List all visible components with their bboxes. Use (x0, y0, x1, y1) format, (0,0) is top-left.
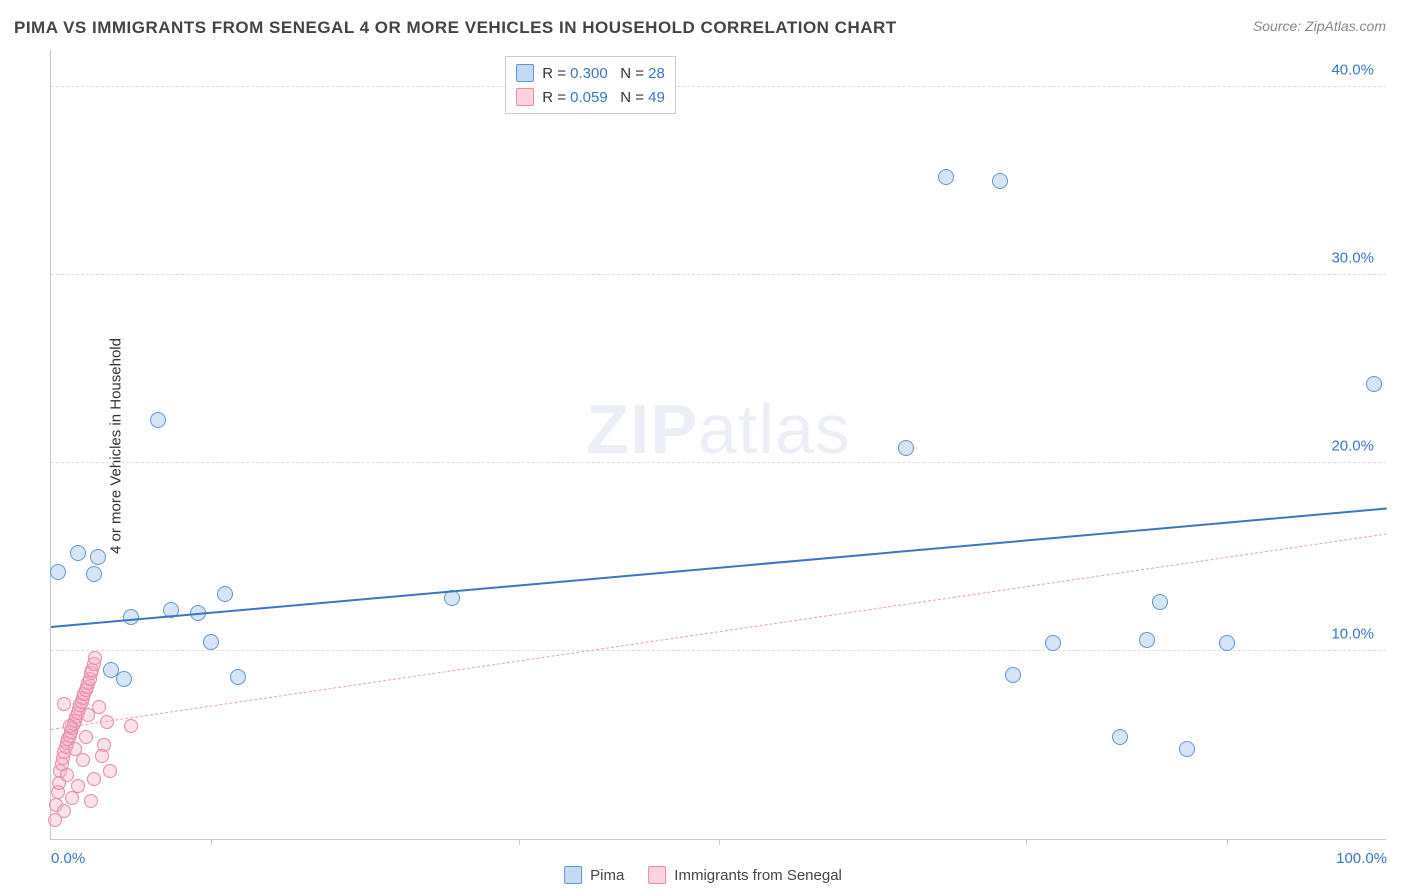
legend-swatch (516, 88, 534, 106)
data-point (992, 173, 1008, 189)
data-point (1005, 667, 1021, 683)
data-point (898, 440, 914, 456)
x-tick (519, 839, 520, 845)
legend-row: R = 0.059 N = 49 (516, 85, 665, 109)
regression-line (51, 533, 1387, 730)
chart-container: PIMA VS IMMIGRANTS FROM SENEGAL 4 OR MOR… (0, 0, 1406, 892)
data-point (123, 609, 139, 625)
legend-item: Immigrants from Senegal (648, 866, 842, 884)
data-point (124, 719, 138, 733)
data-point (86, 566, 102, 582)
legend-text: R = 0.300 N = 28 (542, 65, 665, 82)
data-point (90, 549, 106, 565)
gridline (51, 462, 1386, 463)
gridline (51, 86, 1386, 87)
x-tick (211, 839, 212, 845)
plot-area: ZIPatlas 10.0%20.0%30.0%40.0%0.0%100.0%R… (50, 50, 1386, 840)
data-point (50, 564, 66, 580)
data-point (1366, 376, 1382, 392)
data-point (103, 764, 117, 778)
data-point (76, 753, 90, 767)
correlation-legend: R = 0.300 N = 28 R = 0.059 N = 49 (505, 56, 676, 114)
data-point (92, 700, 106, 714)
data-point (1112, 729, 1128, 745)
data-point (1139, 632, 1155, 648)
data-point (87, 772, 101, 786)
legend-label: Immigrants from Senegal (674, 867, 842, 884)
data-point (88, 651, 102, 665)
legend-item: Pima (564, 866, 624, 884)
data-point (230, 669, 246, 685)
x-tick-label: 100.0% (1336, 850, 1387, 867)
data-point (57, 804, 71, 818)
series-legend: Pima Immigrants from Senegal (564, 866, 842, 884)
data-point (116, 671, 132, 687)
x-tick (1227, 839, 1228, 845)
legend-text: R = 0.059 N = 49 (542, 89, 665, 106)
data-point (95, 749, 109, 763)
legend-swatch (648, 866, 666, 884)
legend-swatch (564, 866, 582, 884)
data-point (70, 545, 86, 561)
data-point (203, 634, 219, 650)
legend-label: Pima (590, 867, 624, 884)
regression-line (51, 508, 1387, 628)
y-tick-label: 10.0% (1331, 625, 1374, 642)
gridline (51, 274, 1386, 275)
data-point (60, 768, 74, 782)
gridline (51, 650, 1386, 651)
data-point (68, 742, 82, 756)
data-point (84, 794, 98, 808)
x-tick (719, 839, 720, 845)
data-point (1219, 635, 1235, 651)
data-point (1179, 741, 1195, 757)
data-point (150, 412, 166, 428)
data-point (1045, 635, 1061, 651)
chart-title: PIMA VS IMMIGRANTS FROM SENEGAL 4 OR MOR… (14, 18, 897, 38)
source-label: Source: ZipAtlas.com (1253, 18, 1386, 34)
y-tick-label: 40.0% (1331, 61, 1374, 78)
x-tick (1026, 839, 1027, 845)
watermark: ZIPatlas (586, 389, 851, 469)
data-point (1152, 594, 1168, 610)
legend-row: R = 0.300 N = 28 (516, 61, 665, 85)
legend-swatch (516, 64, 534, 82)
data-point (217, 586, 233, 602)
data-point (938, 169, 954, 185)
data-point (71, 779, 85, 793)
data-point (57, 697, 71, 711)
y-tick-label: 20.0% (1331, 437, 1374, 454)
x-tick-label: 0.0% (51, 850, 85, 867)
data-point (79, 730, 93, 744)
y-tick-label: 30.0% (1331, 249, 1374, 266)
